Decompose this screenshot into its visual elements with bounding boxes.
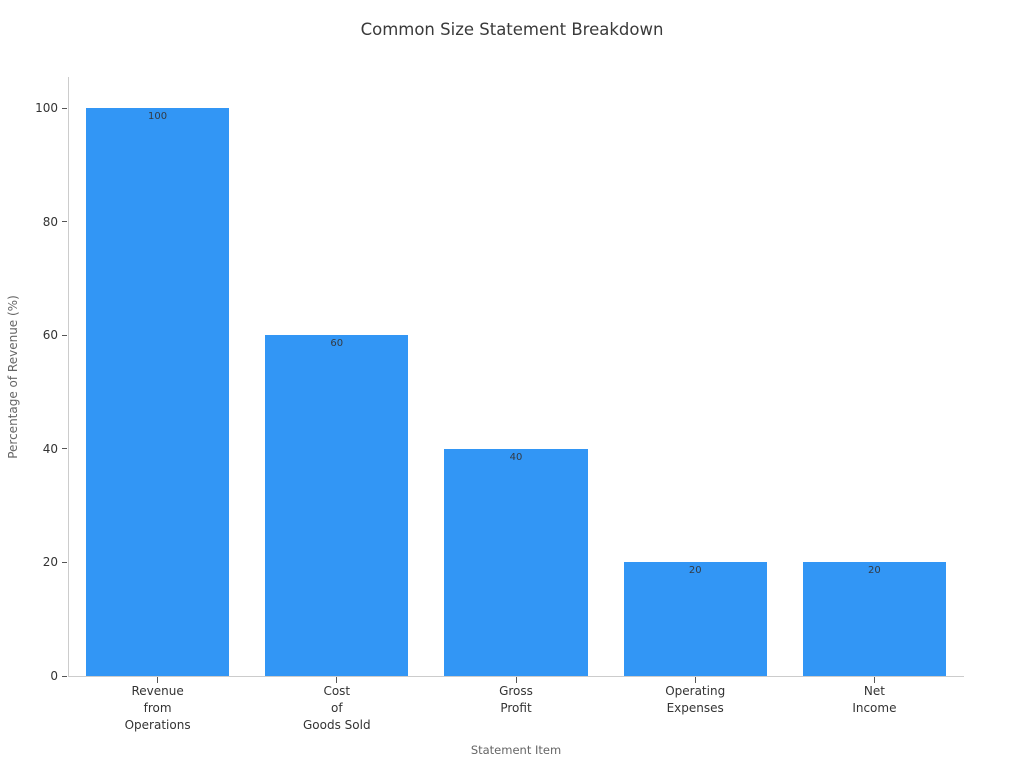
x-tick-mark [157, 677, 159, 683]
chart-title: Common Size Statement Breakdown [360, 20, 664, 39]
bar-value-label: 60 [330, 338, 344, 350]
y-tick-label: 80 [42, 214, 58, 229]
y-tick-mark [62, 675, 67, 677]
y-tick-label: 60 [42, 328, 58, 343]
bar-value-label: 20 [868, 565, 881, 577]
bar [444, 448, 588, 676]
x-axis-line [68, 676, 964, 677]
x-tick-mark [694, 677, 696, 683]
bar-value-label: 20 [688, 565, 702, 577]
y-tick-mark [62, 221, 67, 223]
y-tick-mark [62, 107, 67, 109]
y-axis-title: Percentage of Revenue (%) [6, 294, 21, 459]
bar [802, 562, 947, 676]
y-axis-title-area: Percentage of Revenue (%) [0, 77, 26, 676]
y-tick-mark [62, 561, 67, 563]
x-tick-label: Cost of Goods Sold [303, 684, 371, 732]
x-tick-mark [873, 677, 875, 683]
y-tick-label: 40 [42, 441, 58, 456]
bar [623, 562, 767, 676]
bar-value-label: 100 [148, 111, 168, 123]
x-tick-label: Net Income [852, 684, 897, 715]
x-tick-label: Gross Profit [499, 684, 533, 715]
x-tick-mark [336, 677, 338, 683]
x-tick-label: Operating Expenses [665, 684, 726, 715]
y-tick-label: 0 [50, 669, 58, 683]
plot-area: 0 20 40 60 80 100 100 Revenue from Operations 60… [35, 77, 964, 732]
x-axis-title: Statement Item [470, 743, 562, 757]
bar [85, 108, 230, 676]
y-tick-label: 100 [35, 101, 58, 116]
bar [265, 335, 409, 676]
y-tick-mark [62, 448, 67, 450]
y-tick-label: 20 [42, 555, 58, 570]
bar-value-label: 40 [509, 451, 523, 463]
x-tick-mark [515, 677, 517, 683]
x-tick-label: Revenue from Operations [124, 684, 191, 732]
y-axis-line [68, 77, 69, 676]
y-tick-mark [62, 334, 67, 336]
